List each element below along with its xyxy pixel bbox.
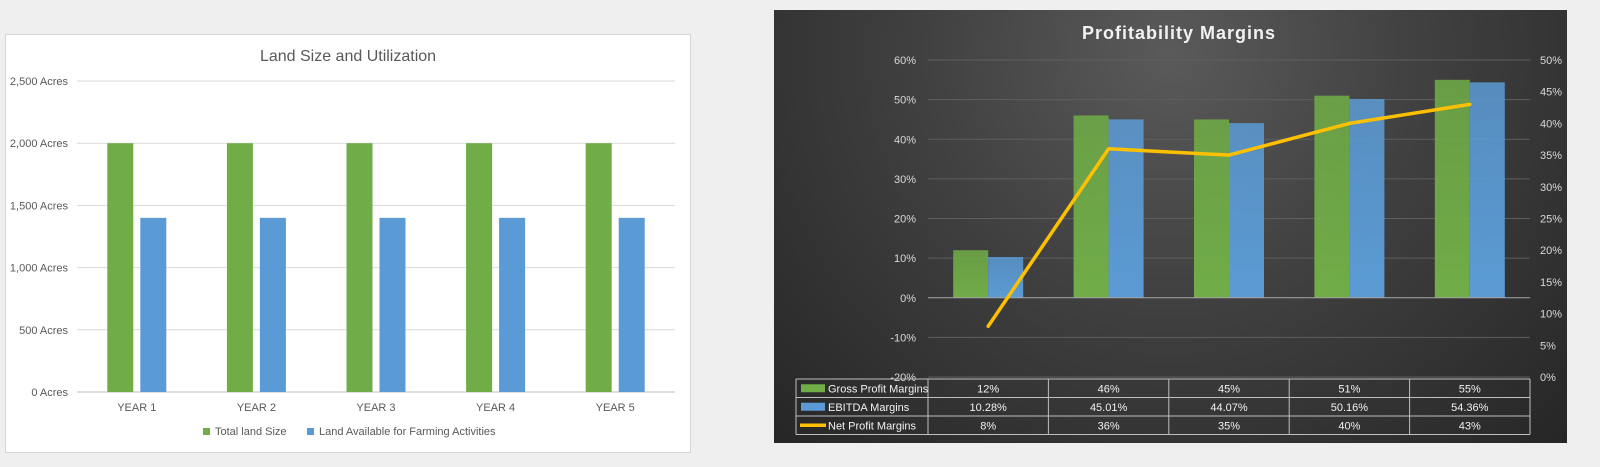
- x-tick-label: YEAR 3: [356, 402, 395, 414]
- y2-tick-label: 0%: [1540, 372, 1556, 384]
- y-tick-label: 0%: [900, 293, 916, 305]
- bar: [259, 217, 286, 392]
- y-tick-label: 50%: [894, 95, 916, 107]
- bar: [953, 250, 989, 298]
- legend-label: Land Available for Farming Activities: [319, 426, 496, 438]
- table-cell: 50.16%: [1331, 402, 1369, 414]
- table-row-label: EBITDA Margins: [828, 402, 910, 414]
- legend-key: [801, 384, 825, 393]
- x-tick-label: YEAR 4: [476, 402, 515, 414]
- bar: [618, 217, 645, 392]
- x-tick-label: YEAR 2: [237, 402, 276, 414]
- bar: [1349, 98, 1385, 298]
- chart-title: Profitability Margins: [1082, 23, 1276, 43]
- table-cell: 46%: [1098, 383, 1120, 395]
- y-tick-label: 1,500 Acres: [10, 200, 69, 212]
- y2-tick-label: 35%: [1540, 150, 1562, 162]
- y2-tick-label: 10%: [1540, 309, 1562, 321]
- land-size-chart: Land Size and Utilization 0 Acres 500 Acre…: [5, 34, 691, 453]
- table-row-label: Net Profit Margins: [828, 420, 917, 432]
- table-cell: 45%: [1218, 383, 1240, 395]
- legend-label: Total land Size: [215, 426, 287, 438]
- table-cell: 55%: [1459, 383, 1481, 395]
- bar: [466, 143, 493, 392]
- bar: [346, 143, 373, 392]
- y2-tick-label: 5%: [1540, 340, 1556, 352]
- x-tick-label: YEAR 5: [596, 402, 635, 414]
- y-tick-label: 2,500 Acres: [10, 76, 69, 88]
- bar: [107, 143, 134, 392]
- y-tick-label: 500 Acres: [19, 325, 68, 337]
- bar: [1108, 119, 1144, 298]
- table-cell: 51%: [1338, 383, 1360, 395]
- y2-tick-label: 15%: [1540, 277, 1562, 289]
- y-tick-label: 1,000 Acres: [10, 263, 69, 275]
- y-tick-label: 2,000 Acres: [10, 138, 69, 150]
- table-cell: 40%: [1338, 420, 1360, 432]
- table-cell: 36%: [1098, 420, 1120, 432]
- y-tick-label: -10%: [890, 332, 916, 344]
- table-cell: 44.07%: [1210, 402, 1248, 414]
- bar: [140, 217, 167, 392]
- legend-key: [801, 402, 825, 411]
- y-tick-label: 20%: [894, 214, 916, 226]
- y2-tick-label: 45%: [1540, 87, 1562, 99]
- y-tick-label: -20%: [890, 372, 916, 384]
- table-cell: 10.28%: [970, 402, 1008, 414]
- y-tick-label: 40%: [894, 134, 916, 146]
- table-cell: 43%: [1459, 420, 1481, 432]
- bar: [1194, 119, 1229, 298]
- y-tick-label: 10%: [894, 253, 916, 265]
- y-tick-label: 60%: [894, 55, 916, 67]
- profitability-chart: Profitability Margins -20% -10% 0% 10% 20% 30%…: [774, 10, 1567, 443]
- profitability-chart-svg: Profitability Margins -20% -10% 0% 10% 20% 30%…: [795, 23, 1562, 435]
- bar: [499, 217, 526, 392]
- bar: [379, 217, 406, 392]
- bar: [585, 143, 612, 392]
- table-cell: 12%: [977, 383, 999, 395]
- bar: [1469, 82, 1505, 298]
- land-size-chart-svg: Land Size and Utilization 0 Acres 500 Acre…: [10, 48, 675, 438]
- legend-swatch: [307, 428, 314, 435]
- table-cell: 8%: [980, 420, 996, 432]
- bar: [1073, 115, 1109, 298]
- line-series: [986, 102, 1472, 329]
- bar: [226, 143, 253, 392]
- x-tick-label: YEAR 1: [117, 402, 156, 414]
- table-cell: 45.01%: [1090, 402, 1128, 414]
- table-cell: 35%: [1218, 420, 1240, 432]
- y2-tick-label: 20%: [1540, 245, 1562, 257]
- y2-tick-label: 25%: [1540, 214, 1562, 226]
- legend-swatch: [203, 428, 210, 435]
- table-cell: 54.36%: [1451, 402, 1489, 414]
- y2-tick-label: 40%: [1540, 118, 1562, 130]
- table-row-label: Gross Profit Margins: [828, 383, 929, 395]
- bar: [1434, 79, 1470, 298]
- y-tick-label: 0 Acres: [31, 387, 68, 399]
- y2-tick-label: 50%: [1540, 55, 1562, 67]
- y-tick-label: 30%: [894, 174, 916, 186]
- chart-title: Land Size and Utilization: [260, 48, 436, 65]
- bar: [988, 257, 1024, 298]
- y2-tick-label: 30%: [1540, 182, 1562, 194]
